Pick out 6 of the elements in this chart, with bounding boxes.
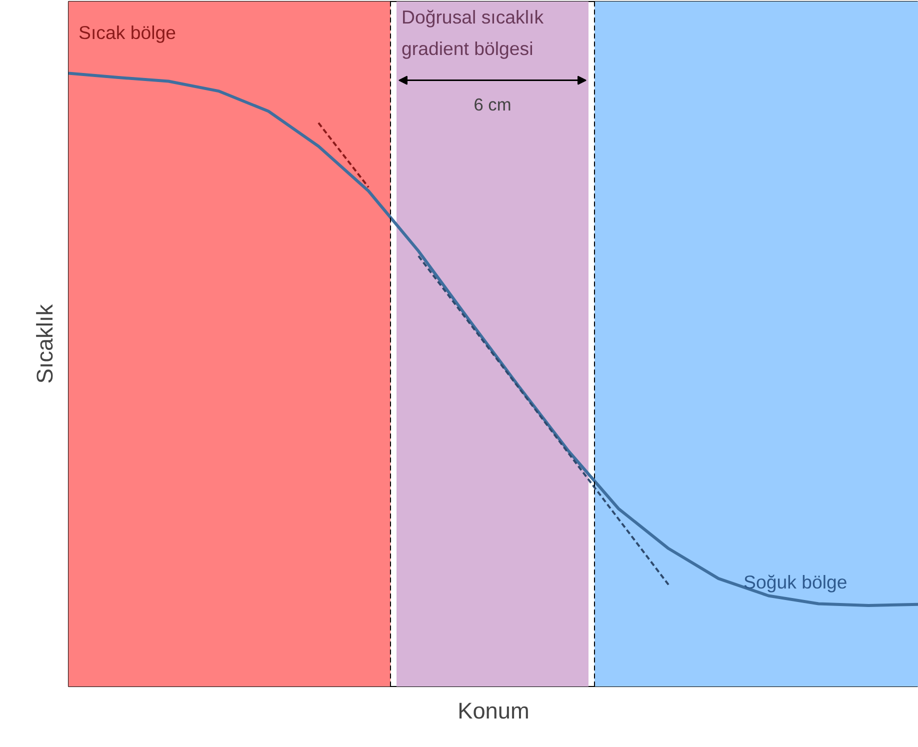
annotation: 6 cm (474, 94, 512, 114)
text: Sıcak bölge (78, 22, 176, 43)
y-axis-title: Sıcaklık (32, 304, 58, 384)
annotation: Soğuk bölge (744, 572, 848, 593)
x-axis-title: Konum (458, 698, 530, 724)
text: Doğrusal sıcaklık gradient bölgesi (402, 6, 544, 59)
